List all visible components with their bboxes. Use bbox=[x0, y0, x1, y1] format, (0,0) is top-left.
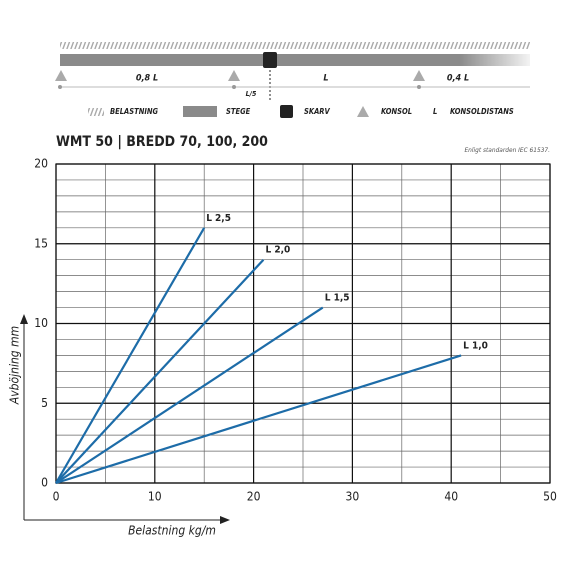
dim-dot bbox=[58, 85, 62, 89]
legend-icon bbox=[88, 108, 104, 116]
load-hatch bbox=[60, 42, 530, 49]
x-tick-label: 40 bbox=[444, 490, 458, 504]
y-tick-label: 0 bbox=[41, 476, 48, 490]
x-arrowhead bbox=[220, 516, 230, 524]
chart-title: WMT 50 | BREDD 70, 100, 200 bbox=[56, 134, 268, 150]
span-diagram: 0,8 L L 0,4 L L/5 BELASTNING STEGE SKARV… bbox=[55, 42, 530, 118]
dim-dot bbox=[417, 85, 421, 89]
dim-label: 0,4 L bbox=[447, 74, 469, 84]
dim-dot bbox=[232, 85, 236, 89]
dim-label: L/5 bbox=[246, 90, 257, 98]
legend-icon bbox=[280, 105, 293, 118]
series-label: L 2,0 bbox=[265, 245, 290, 256]
x-axis-label: Belastning kg/m bbox=[128, 524, 216, 538]
legend-icon bbox=[357, 106, 369, 117]
y-tick-label: 10 bbox=[34, 316, 48, 330]
dim-label: 0,8 L bbox=[136, 74, 158, 84]
legend-label: KONSOLDISTANS bbox=[450, 107, 514, 116]
support bbox=[413, 70, 425, 81]
x-tick-label: 30 bbox=[346, 490, 360, 504]
x-tick-label: 50 bbox=[543, 490, 557, 504]
series-line bbox=[55, 306, 324, 484]
y-axis-label: Avböjning mm bbox=[8, 326, 22, 405]
y-arrowhead bbox=[20, 314, 28, 324]
y-tick-label: 15 bbox=[34, 236, 48, 250]
x-tick-label: 20 bbox=[247, 490, 261, 504]
x-tick-label: 0 bbox=[53, 490, 60, 504]
legend-label: BELASTNING bbox=[110, 107, 159, 116]
series-line bbox=[55, 258, 265, 484]
x-tick-label: 10 bbox=[148, 490, 162, 504]
series-line bbox=[55, 354, 462, 485]
legend-label: STEGE bbox=[226, 107, 251, 116]
y-tick-label: 20 bbox=[34, 157, 48, 171]
support bbox=[228, 70, 240, 81]
joint bbox=[263, 52, 277, 68]
series-label: L 1,0 bbox=[463, 340, 488, 351]
y-tick-label: 5 bbox=[41, 396, 48, 410]
legend-label: L bbox=[433, 107, 437, 116]
series-line bbox=[55, 227, 206, 484]
ladder-bar bbox=[60, 54, 530, 66]
series-label: L 1,5 bbox=[325, 293, 350, 304]
legend-label: SKARV bbox=[304, 107, 331, 116]
plot-frame bbox=[55, 163, 551, 484]
legend-label: KONSOL bbox=[381, 107, 412, 116]
legend-icon bbox=[183, 106, 217, 117]
dim-label: L bbox=[323, 74, 328, 84]
note: Enligt standarden IEC 61537. bbox=[464, 146, 550, 154]
series-label: L 2,5 bbox=[206, 213, 231, 224]
support bbox=[55, 70, 67, 81]
